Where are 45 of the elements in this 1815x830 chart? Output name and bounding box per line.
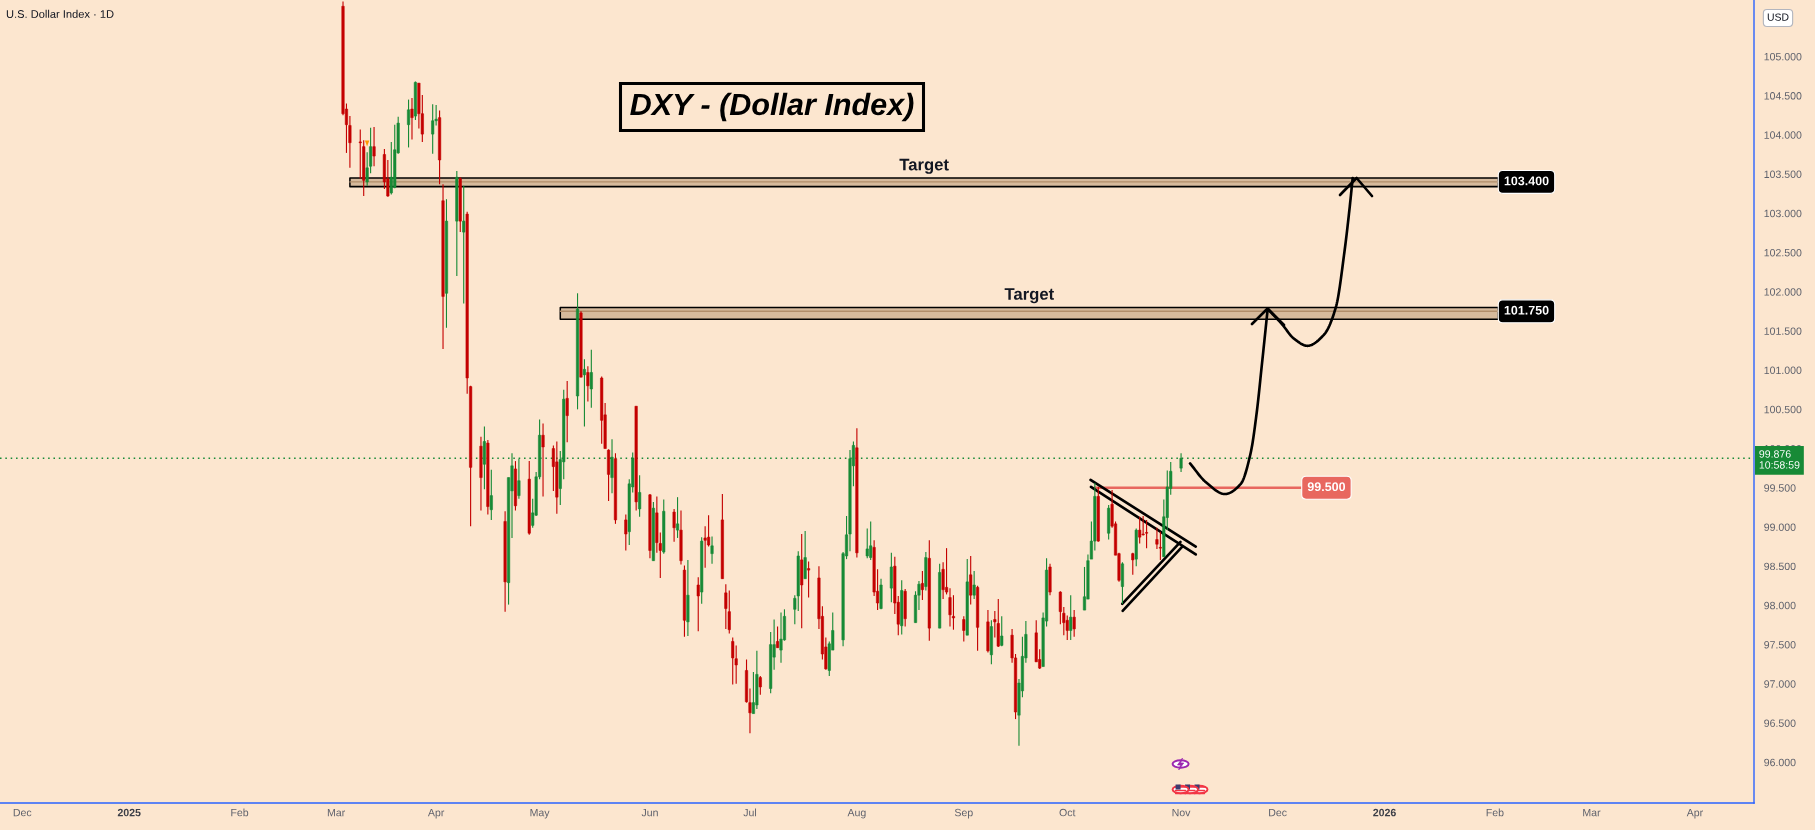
y-tick-label: 97.500 — [1764, 641, 1796, 649]
annotation: 103.400 — [1504, 176, 1549, 186]
y-tick-label: 98.000 — [1764, 601, 1796, 610]
series-label: Target — [1004, 288, 1054, 304]
x-tick-label: Nov — [1172, 808, 1191, 817]
text: DXY - (Dollar Index) — [630, 92, 914, 122]
y-tick-label: 102.500 — [1764, 248, 1802, 257]
x-tick-label: Dec — [1269, 808, 1287, 817]
text: U.S. Dollar Index · 1D — [6, 9, 114, 18]
ref-line-label: 99.876 — [1759, 450, 1791, 458]
y-axis-title: USD — [1767, 13, 1789, 21]
x-tick-label: Oct — [1059, 808, 1076, 817]
text: 10:58:59 — [1759, 461, 1800, 469]
annotation: 101.750 — [1504, 305, 1549, 315]
x-tick-label: Apr — [1686, 808, 1703, 819]
y-tick-label: 103.000 — [1764, 209, 1802, 218]
y-tick-label: 98.500 — [1764, 562, 1796, 571]
x-tick-label: Feb — [231, 808, 249, 817]
x-tick-label: Dec — [13, 808, 32, 817]
y-tick-label: 104.500 — [1764, 92, 1802, 100]
y-tick-label: 102.000 — [1764, 288, 1802, 296]
y-tick-label: 99.500 — [1764, 484, 1796, 492]
y-tick-label: 96.500 — [1764, 719, 1796, 727]
y-tick-label: 96.000 — [1764, 758, 1796, 767]
y-tick-label: 103.500 — [1764, 170, 1802, 179]
y-tick-label: 97.000 — [1764, 680, 1796, 688]
x-tick-label: Aug — [847, 808, 866, 819]
y-tick-label: 105.000 — [1764, 52, 1802, 61]
x-tick-label: Apr — [427, 808, 445, 819]
annotation: 99.500 — [1307, 482, 1346, 492]
y-tick-label: 101.500 — [1764, 327, 1802, 335]
x-tick-label: 2025 — [117, 808, 141, 817]
y-tick-label: 101.000 — [1764, 366, 1802, 375]
x-tick-label: Mar — [327, 808, 346, 817]
x-tick-label: Feb — [1486, 808, 1504, 817]
y-tick-label: 100.500 — [1764, 405, 1802, 414]
series-label: Target — [899, 158, 949, 174]
x-tick-label: Sep — [954, 808, 973, 819]
x-tick-label: May — [530, 808, 550, 819]
x-tick-label: 2026 — [1373, 808, 1396, 817]
x-tick-label: Mar — [1583, 808, 1601, 817]
x-tick-label: Jun — [641, 808, 658, 817]
x-tick-label: Jul — [743, 808, 757, 817]
y-tick-label: 104.000 — [1764, 131, 1802, 139]
y-tick-label: 99.000 — [1764, 523, 1796, 531]
